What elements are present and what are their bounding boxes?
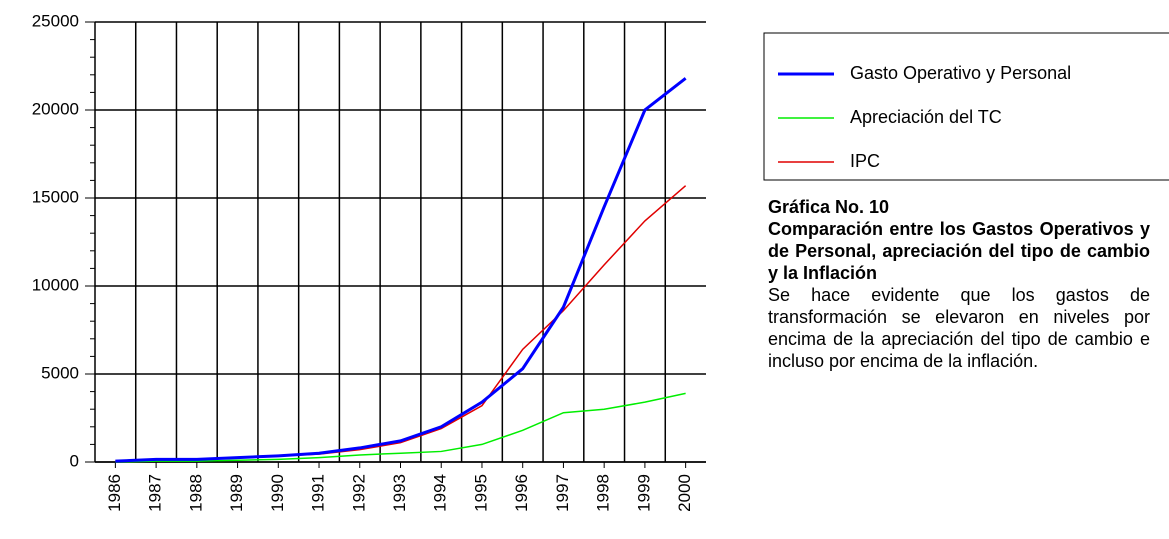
x-tick-label: 1988 xyxy=(186,474,205,512)
series-line xyxy=(115,185,687,462)
x-tick-label: 1996 xyxy=(512,474,531,512)
x-tick-label: 1995 xyxy=(471,474,490,512)
y-tick-label: 5000 xyxy=(41,363,79,382)
y-tick-label: 10000 xyxy=(32,275,79,294)
series-line xyxy=(115,392,686,463)
caption: Gráfica No. 10 Comparación entre los Gas… xyxy=(768,196,1150,372)
y-tick-label: 15000 xyxy=(32,187,79,206)
series-line xyxy=(115,77,687,463)
legend-label: Gasto Operativo y Personal xyxy=(850,63,1071,83)
x-tick-label: 2000 xyxy=(675,474,694,512)
y-tick-label: 0 xyxy=(70,451,79,470)
x-tick-label: 1987 xyxy=(146,474,165,512)
caption-title: Comparación entre los Gastos Operativos … xyxy=(768,219,1150,283)
x-tick-label: 1992 xyxy=(349,474,368,512)
legend-box xyxy=(763,32,1169,181)
x-tick-label: 1989 xyxy=(227,474,246,512)
chart: 0 5000 10000 15000 20000 25000 1986 1987 1988 198… xyxy=(32,11,706,512)
legend-label: IPC xyxy=(850,151,880,171)
x-tick-label: 1986 xyxy=(105,474,124,512)
x-tick-label: 1994 xyxy=(431,474,450,512)
x-tick-label: 1993 xyxy=(390,474,409,512)
x-tick-label: 1990 xyxy=(268,474,287,512)
caption-label: Gráfica No. 10 xyxy=(768,197,890,217)
legend-label: Apreciación del TC xyxy=(850,107,1002,127)
y-tick-label: 25000 xyxy=(32,11,79,30)
x-tick-label: 1991 xyxy=(309,474,328,512)
x-tick-label: 1997 xyxy=(553,474,572,512)
x-tick-label: 1998 xyxy=(594,474,613,512)
x-tick-label: 1999 xyxy=(634,474,653,512)
y-tick-label: 20000 xyxy=(32,99,79,118)
caption-text: Se hace evidente que los gastos de trans… xyxy=(768,285,1150,371)
